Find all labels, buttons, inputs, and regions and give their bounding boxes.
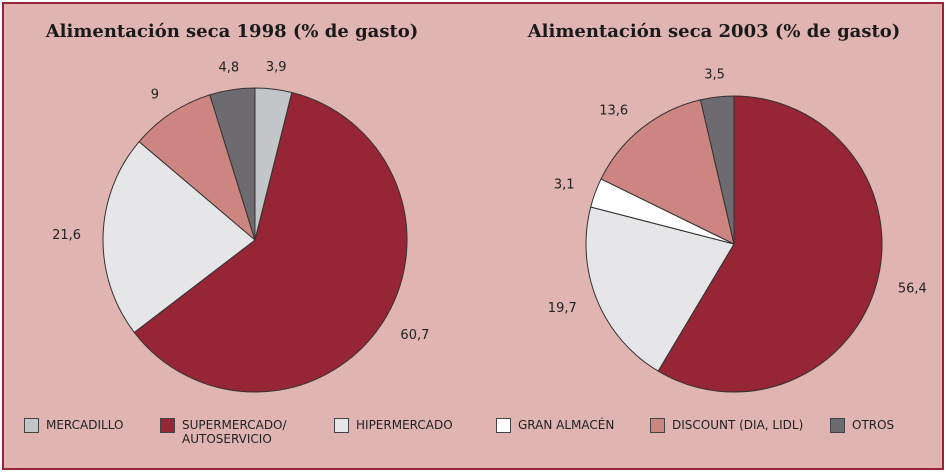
- slice-label: 21,6: [52, 228, 81, 243]
- pie-slice: [699, 95, 735, 245]
- slice-label: 3,1: [554, 178, 575, 193]
- legend-swatch: [160, 418, 175, 433]
- slice-label: 60,7: [400, 328, 429, 343]
- legend-label: DISCOUNT (DIA, LIDL): [672, 418, 804, 432]
- chart-title: Alimentación seca 2003 (% de gasto): [527, 21, 901, 42]
- legend-item: DISCOUNT (DIA, LIDL): [650, 418, 803, 433]
- legend-label: SUPERMERCADO/ AUTOSERVICIO: [182, 418, 287, 446]
- pie-slice: [600, 99, 735, 245]
- legend-item: MERCADILLO: [24, 418, 123, 433]
- slice-label: 19,7: [548, 301, 577, 316]
- chart-title: Alimentación seca 1998 (% de gasto): [45, 21, 419, 42]
- legend-swatch: [830, 418, 845, 433]
- legend-item: GRAN ALMACÉN: [496, 418, 614, 433]
- slice-label: 4,8: [219, 60, 240, 75]
- slice-label: 56,4: [898, 282, 927, 297]
- pie-slice: [585, 206, 735, 372]
- legend-label: OTROS: [852, 418, 895, 432]
- charts: Alimentación seca 1998 (% de gasto) Alim…: [45, 21, 927, 393]
- legend-swatch: [650, 418, 665, 433]
- pie-slice: [138, 94, 256, 242]
- legend-label: MERCADILLO: [46, 418, 124, 432]
- legend-item: OTROS: [830, 418, 894, 433]
- legend-item: SUPERMERCADO/ AUTOSERVICIO: [160, 418, 292, 446]
- pie-slice: [133, 91, 408, 393]
- legend-swatch: [334, 418, 349, 433]
- legend-swatch: [24, 418, 39, 433]
- slice-label: 3,5: [704, 68, 725, 83]
- legend-item: HIPERMERCADO: [334, 418, 453, 433]
- pie-slice: [209, 87, 256, 241]
- slice-label: 9: [151, 87, 159, 102]
- slice-label: 3,9: [266, 60, 287, 75]
- legend-swatch: [496, 418, 511, 433]
- legend-label: HIPERMERCADO: [356, 418, 453, 432]
- slice-label: 13,6: [599, 103, 628, 118]
- pie-slice: [102, 140, 256, 334]
- pie-slice: [657, 95, 883, 393]
- legend-label: GRAN ALMACÉN: [518, 418, 615, 432]
